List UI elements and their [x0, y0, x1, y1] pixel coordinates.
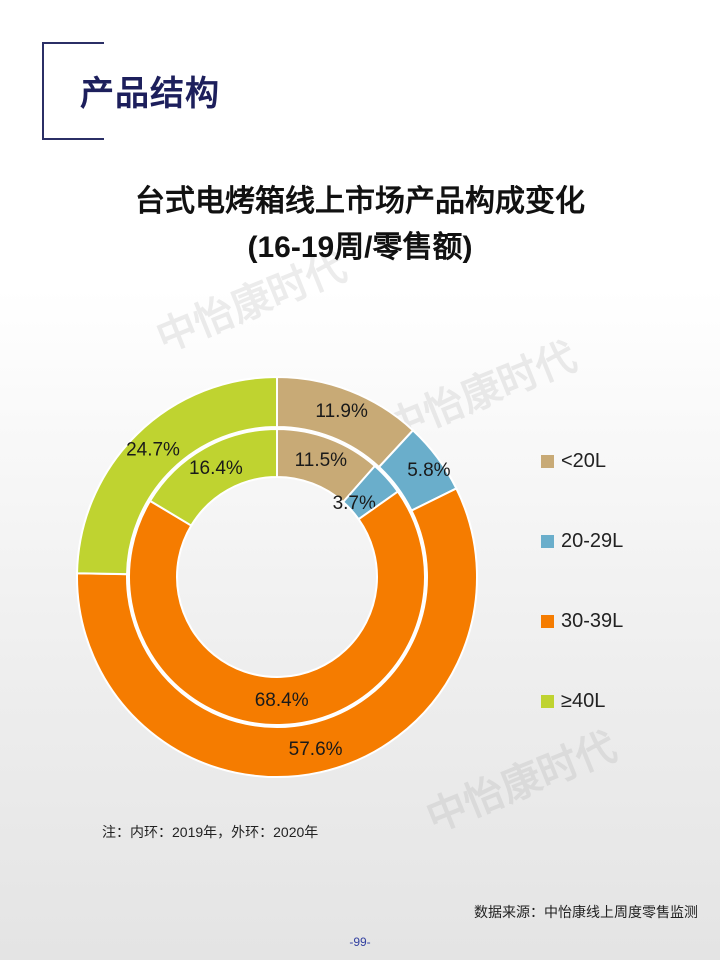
legend-swatch: [541, 454, 554, 468]
legend-item: 20-29L: [541, 528, 623, 554]
page-title: 产品结构: [80, 75, 220, 113]
header-bracket-decoration: [42, 42, 104, 140]
data-label-outer-1: 5.8%: [407, 460, 450, 481]
data-label-outer-3: 24.7%: [126, 440, 180, 461]
legend-item: <20L: [541, 448, 606, 474]
data-label-inner-0: 11.5%: [295, 450, 348, 471]
data-label-inner-1: 3.7%: [333, 493, 376, 514]
legend-swatch: [541, 614, 554, 628]
donut-slice-inner-2: [128, 490, 426, 726]
legend-label: 20-29L: [561, 529, 624, 552]
data-source: 数据来源：中怡康线上周度零售监测: [474, 904, 698, 920]
donut-slice-outer-3: [76, 375, 278, 576]
data-label-inner-2: 68.4%: [255, 690, 309, 711]
chart-title-line2: (16-19周/零售额): [247, 231, 473, 264]
legend-label: 30-39L: [561, 609, 624, 632]
chart-note: 注：内环：2019年，外环：2020年: [102, 824, 319, 840]
donut-slice-outer-2: [76, 487, 478, 778]
legend-label: ≥40L: [561, 689, 606, 712]
legend-swatch: [541, 534, 554, 548]
legend-item: ≥40L: [541, 688, 605, 714]
data-label-inner-3: 16.4%: [189, 458, 243, 479]
chart-title-line1: 台式电烤箱线上市场产品构成变化: [135, 185, 585, 218]
data-label-outer-0: 11.9%: [315, 401, 368, 422]
legend-item: 30-39L: [541, 608, 623, 634]
legend-swatch: [541, 694, 554, 708]
donut-slice-inner-3: [148, 427, 278, 527]
data-label-outer-2: 57.6%: [289, 739, 343, 760]
page-number: -99-: [349, 935, 371, 949]
legend-label: <20L: [561, 449, 607, 472]
